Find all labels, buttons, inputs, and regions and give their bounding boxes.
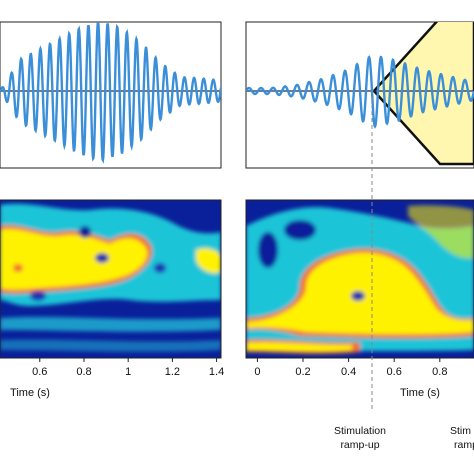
- stimulation-ramp-up-label-line1: Stimulation: [334, 425, 386, 437]
- bottom-left-heatmap: 0.6 0.8 1 1.2 1.4 Time (s): [0, 199, 224, 399]
- top-left-signal-line: [0, 22, 221, 164]
- bottom-right-tick-label: 0.4: [341, 366, 356, 378]
- bottom-left-tick-label: 1: [125, 366, 131, 378]
- bottom-left-tick-label: 1.2: [165, 366, 180, 378]
- top-right-signal-line: [246, 55, 474, 129]
- stimulation-ramp-down-label-line2: ramp: [454, 439, 474, 451]
- top-right-panel: [245, 21, 474, 169]
- bottom-right-heatmap: 0 0.2 0.4 0.6 0.8 Time (s): [245, 199, 474, 399]
- stimulation-ramp-up-label-line2: ramp-up: [340, 439, 379, 451]
- stimulation-ramp-down-label-line1: Stim: [450, 425, 471, 437]
- bottom-left-frame: [0, 199, 222, 359]
- bottom-right-tick-label: 0.6: [387, 366, 402, 378]
- bottom-left-tick-label: 0.6: [32, 366, 47, 378]
- bottom-left-x-axis: 0.6 0.8 1 1.2 1.4: [32, 358, 224, 378]
- bottom-right-tick-label: 0.8: [432, 366, 447, 378]
- bottom-left-tick-label: 1.4: [209, 366, 224, 378]
- bottom-right-tick-label: 0.2: [295, 366, 310, 378]
- stimulation-envelope: [372, 22, 474, 166]
- bottom-left-tick-label: 0.8: [76, 366, 91, 378]
- bottom-right-x-axis: 0 0.2 0.4 0.6 0.8: [254, 358, 447, 378]
- top-left-panel: [0, 21, 222, 169]
- bottom-left-x-label: Time (s): [10, 387, 50, 399]
- bottom-right-tick-label: 0: [254, 366, 260, 378]
- bottom-right-frame: [245, 199, 474, 359]
- bottom-right-x-label: Time (s): [400, 387, 440, 399]
